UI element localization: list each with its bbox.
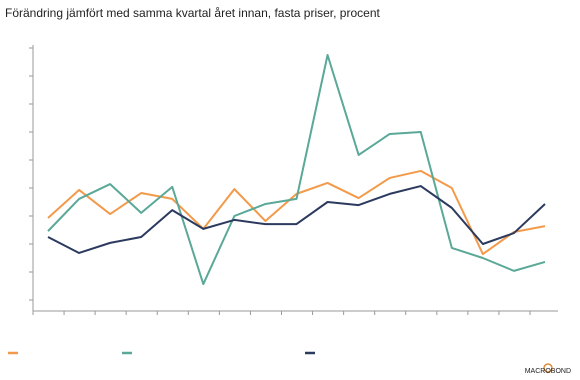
logo: MACROBOND (525, 368, 571, 375)
chart-title: Förändring jämfört med samma kvartal åre… (5, 6, 380, 20)
logo-icon (543, 363, 553, 373)
series-line (47, 54, 546, 286)
series-line (47, 169, 546, 256)
series-line (47, 185, 546, 254)
